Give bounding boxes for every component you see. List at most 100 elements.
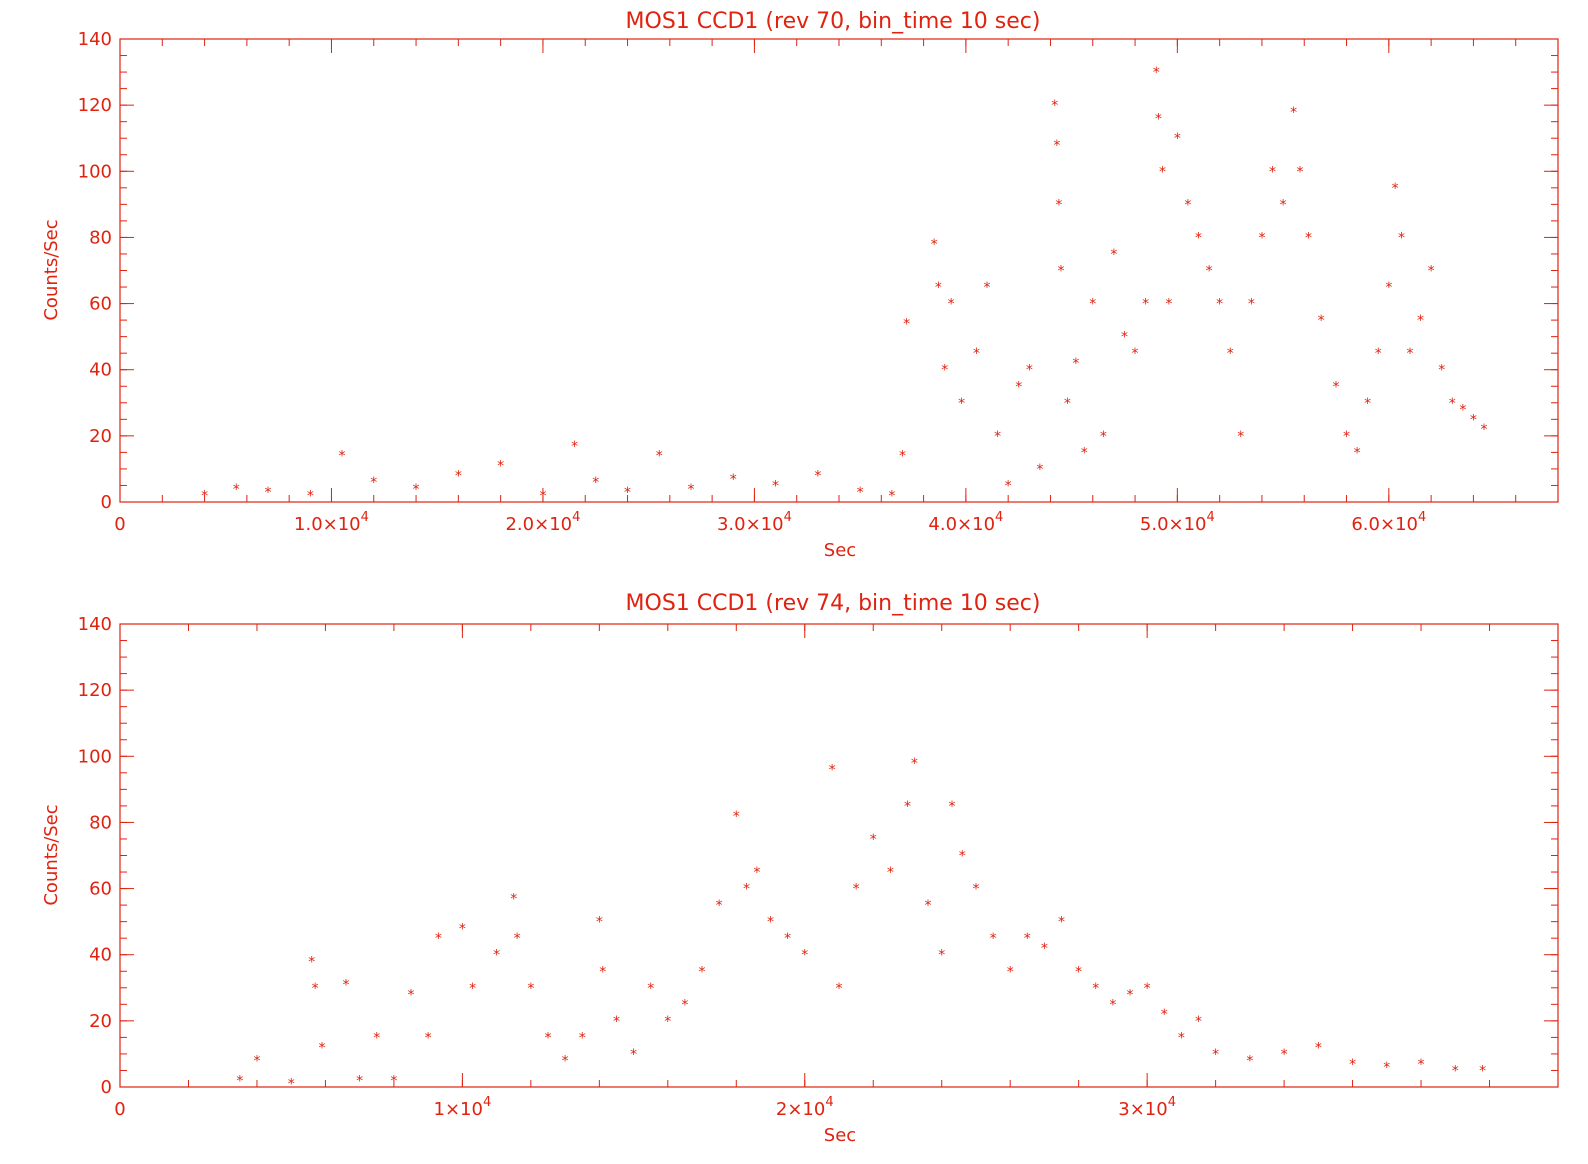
data-point: * (1195, 230, 1202, 246)
data-point: * (1007, 964, 1014, 980)
x-tick-label: 5.0×104 (1140, 510, 1215, 535)
x-tick-label-mantissa: 5.0×10 (1140, 514, 1207, 535)
data-point: * (1100, 429, 1107, 445)
data-point: * (539, 488, 546, 504)
data-point: * (1343, 429, 1350, 445)
data-point: * (994, 429, 1001, 445)
data-point: * (1246, 1054, 1253, 1070)
x-tick-label-exponent: 4 (572, 510, 580, 525)
x-tick-label: 1×104 (434, 1095, 492, 1120)
y-tick-label: 40 (89, 360, 112, 381)
data-point: * (1438, 363, 1445, 379)
plot-frame (119, 623, 1559, 1088)
y-axis: 0 20 40 60 80 100 120 140 (78, 29, 1558, 513)
data-point: * (1290, 105, 1297, 121)
data-point: * (948, 297, 955, 313)
data-point: * (562, 1054, 569, 1070)
data-point: * (801, 948, 808, 964)
data-point: * (730, 472, 737, 488)
data-point: * (767, 915, 774, 931)
data-point: * (308, 954, 315, 970)
x-tick-label-mantissa: 4.0×10 (928, 514, 995, 535)
y-tick-label: 100 (78, 161, 112, 182)
data-point: * (373, 1030, 380, 1046)
series-points: * * * * * * * * * * * * * * * * * * * * * * * * * * * * * * * * * * * * * * * *… (201, 65, 1487, 504)
data-point: * (948, 799, 955, 815)
data-point: * (1315, 1040, 1322, 1056)
data-point: * (664, 1014, 671, 1030)
data-point: * (1142, 297, 1149, 313)
data-point: * (853, 882, 860, 898)
data-point: * (1058, 264, 1065, 280)
data-point: * (599, 964, 606, 980)
chart-panel-rev74: MOS1 CCD1 (rev 74, bin_time 10 sec) 0 20 4… (41, 591, 1559, 1146)
data-point: * (1075, 964, 1082, 980)
data-point: * (1417, 313, 1424, 329)
data-point: * (1216, 297, 1223, 313)
data-point: * (1364, 396, 1371, 412)
data-point: * (425, 1030, 432, 1046)
data-point: * (716, 898, 723, 914)
data-point: * (829, 763, 836, 779)
data-point: * (319, 1040, 326, 1056)
x-tick-label: 0 (114, 1099, 125, 1120)
x-tick-label-mantissa: 2.0×10 (505, 514, 572, 535)
x-tick-label-exponent: 4 (1207, 510, 1215, 525)
data-point: * (408, 987, 415, 1003)
chart-title: MOS1 CCD1 (rev 70, bin_time 10 sec) (626, 9, 1041, 34)
data-point: * (514, 931, 521, 947)
data-point: * (1195, 1014, 1202, 1030)
data-point: * (624, 485, 631, 501)
data-point: * (1092, 981, 1099, 997)
data-point: * (1237, 429, 1244, 445)
data-point: * (899, 449, 906, 465)
data-point: * (972, 882, 979, 898)
data-point: * (857, 485, 864, 501)
data-point: * (1332, 379, 1339, 395)
data-point: * (1479, 1063, 1486, 1079)
x-tick-label-exponent: 4 (361, 510, 369, 525)
x-tick-label-mantissa: 0 (114, 1099, 125, 1120)
y-axis-label: Counts/Sec (41, 804, 62, 905)
data-point: * (265, 485, 272, 501)
y-tick-label: 40 (89, 945, 112, 966)
data-point: * (356, 1073, 363, 1089)
data-point: * (1121, 330, 1128, 346)
data-point: * (935, 280, 942, 296)
data-point: * (1258, 230, 1265, 246)
x-tick-label-exponent: 4 (995, 510, 1003, 525)
data-point: * (370, 475, 377, 491)
data-point: * (931, 237, 938, 253)
data-point: * (435, 931, 442, 947)
data-point: * (656, 449, 663, 465)
data-point: * (1349, 1057, 1356, 1073)
data-point: * (1398, 230, 1405, 246)
data-point: * (571, 439, 578, 455)
chart-panel-rev70: MOS1 CCD1 (rev 70, bin_time 10 sec) 0 20 4… (41, 9, 1559, 561)
data-point: * (1127, 987, 1134, 1003)
data-point: * (413, 482, 420, 498)
data-point: * (911, 756, 918, 772)
x-tick-label-exponent: 4 (784, 510, 792, 525)
data-point: * (1036, 462, 1043, 478)
data-point: * (1184, 197, 1191, 213)
data-point: * (630, 1047, 637, 1063)
x-tick-label-exponent: 4 (1168, 1095, 1176, 1110)
data-point: * (312, 981, 319, 997)
x-tick-label-mantissa: 1×10 (434, 1099, 483, 1120)
data-point: * (1248, 297, 1255, 313)
data-point: * (772, 478, 779, 494)
data-point: * (753, 865, 760, 881)
data-point: * (596, 915, 603, 931)
data-point: * (497, 459, 504, 475)
data-point: * (681, 997, 688, 1013)
data-point: * (510, 891, 517, 907)
data-point: * (1110, 247, 1117, 263)
data-point: * (1153, 65, 1160, 81)
y-tick-label: 60 (89, 879, 112, 900)
data-point: * (925, 898, 932, 914)
x-tick-label: 2×104 (776, 1095, 834, 1120)
data-point: * (1383, 1060, 1390, 1076)
data-point: * (941, 363, 948, 379)
x-tick-label: 1.0×104 (294, 510, 369, 535)
